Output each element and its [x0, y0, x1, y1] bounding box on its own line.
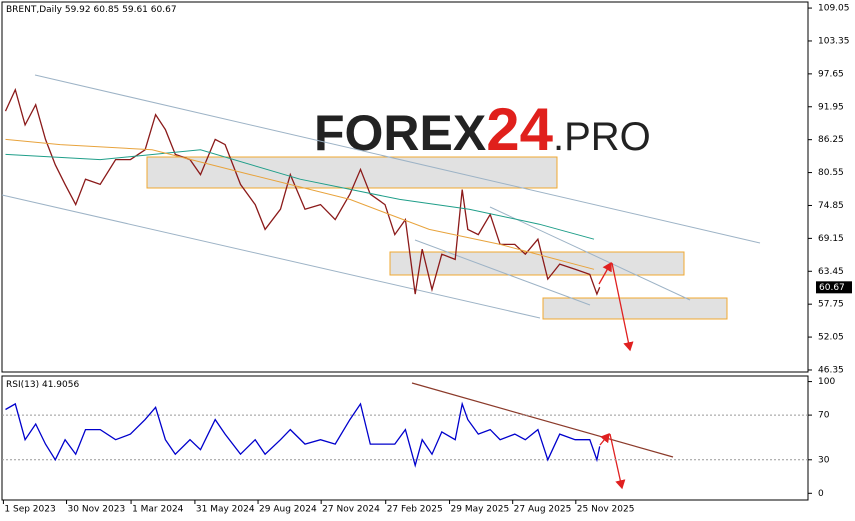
rsi-header: RSI(13) 41.9056 — [6, 380, 79, 390]
price-marker — [816, 281, 852, 294]
y-tick-label: 63.45 — [818, 267, 844, 277]
arrow — [609, 433, 626, 490]
y-tick-label: 109.05 — [818, 4, 850, 14]
price-marker-label: 60.67 — [819, 283, 845, 293]
y-tick-label: 103.35 — [818, 36, 850, 46]
watermark-brand: FOREX — [314, 105, 486, 161]
y-tick-label: 97.65 — [818, 69, 844, 79]
y-tick-label: 46.35 — [818, 365, 844, 375]
watermark-number: 24 — [486, 96, 553, 163]
channel-inner — [489, 206, 691, 301]
y-tick-label: 91.95 — [818, 102, 844, 112]
x-tick-label: 1 Sep 2023 — [4, 505, 55, 515]
rsi-title: RSI(13) — [6, 380, 39, 390]
series-line — [5, 138, 595, 270]
arrow — [599, 432, 610, 446]
high: 60.85 — [94, 5, 120, 15]
channel-top — [34, 74, 761, 244]
y-tick-label: 70 — [818, 411, 830, 421]
y-tick-label: 86.25 — [818, 135, 844, 145]
x-tick-label: 31 May 2024 — [196, 505, 255, 515]
resistance-zone — [146, 156, 558, 189]
forecast-arrows — [598, 261, 634, 490]
support-zone — [542, 297, 728, 320]
price-panel — [1, 1, 809, 373]
rsi-panel — [1, 375, 809, 501]
y-tick-label: 30 — [818, 455, 830, 465]
x-tick-label: 27 Nov 2024 — [322, 505, 380, 515]
y-tick-label: 52.05 — [818, 333, 844, 343]
x-tick-label: 30 Nov 2023 — [68, 505, 126, 515]
x-tick-label: 29 Aug 2024 — [259, 505, 317, 515]
low: 59.61 — [122, 5, 148, 15]
y-tick-label: 57.75 — [818, 300, 844, 310]
x-tick-label: 25 Nov 2025 — [577, 505, 635, 515]
y-tick-label: 69.15 — [818, 234, 844, 244]
rsi-trendline — [411, 382, 674, 458]
y-tick-label: 80.55 — [818, 168, 844, 178]
y-tick-label: 0 — [818, 489, 824, 499]
pivot-zone — [389, 251, 685, 276]
price-header: BRENT,Daily 59.92 60.85 59.61 60.67 — [6, 5, 177, 15]
watermark-suffix: .PRO — [553, 115, 651, 159]
x-tick-label: 27 Feb 2025 — [387, 505, 443, 515]
watermark: FOREX24.PRO — [314, 96, 651, 163]
channel-inner — [414, 239, 591, 306]
series-line — [4, 87, 601, 296]
series-line — [5, 401, 601, 468]
channel-bottom — [1, 194, 541, 319]
channel — [1, 74, 761, 319]
arrow — [598, 261, 612, 285]
symbol: BRENT,Daily — [6, 5, 63, 15]
open: 59.92 — [65, 5, 91, 15]
series-line — [5, 149, 595, 240]
rsi-current: 41.9056 — [42, 380, 79, 390]
arrow — [611, 262, 634, 352]
x-tick-label: 29 May 2025 — [451, 505, 510, 515]
y-tick-label: 100 — [818, 377, 835, 387]
x-tick-label: 27 Aug 2025 — [514, 505, 572, 515]
close: 60.67 — [151, 5, 177, 15]
y-tick-label: 74.85 — [818, 201, 844, 211]
x-tick-label: 1 Mar 2024 — [132, 505, 184, 515]
